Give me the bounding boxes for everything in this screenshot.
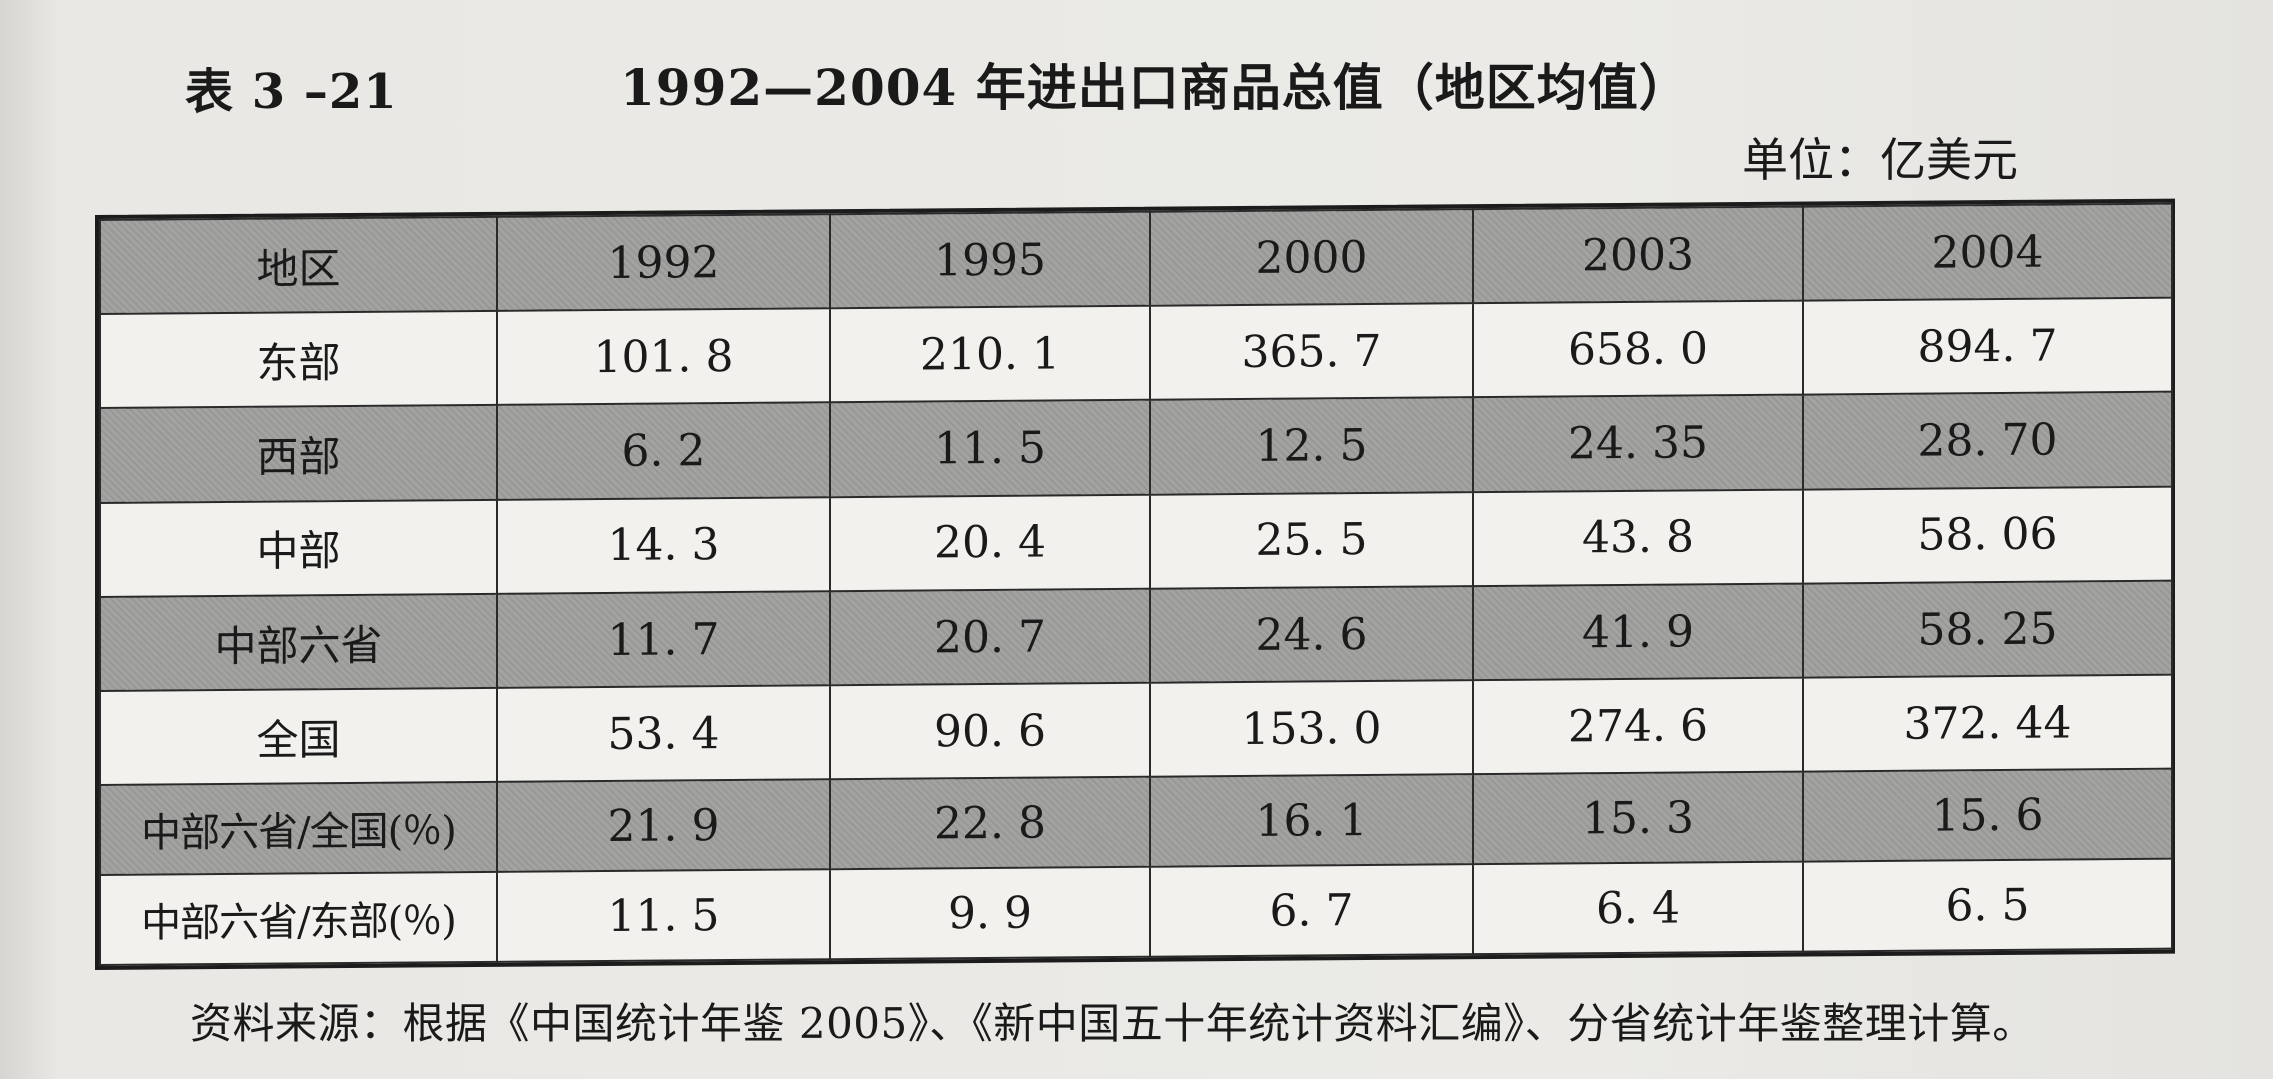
table-row: 西部 6. 2 11. 5 12. 5 24. 35 28. 70 [100,392,2172,503]
table-number: 表 3 –21 [185,64,398,120]
header-cell-2003: 2003 [1473,206,1803,304]
table-cell: 101. 8 [497,308,830,406]
table-cell: 16. 1 [1150,774,1473,867]
header-cell-1995: 1995 [830,211,1150,309]
table-cell: 6. 2 [497,402,830,500]
table-cell: 12. 5 [1150,397,1473,495]
data-table: 地区 1992 1995 2000 2003 2004 东部 101. 8 21… [99,203,2173,966]
table-cell: 6. 5 [1803,858,2172,952]
header-cell-2004: 2004 [1803,203,2172,301]
table-cell: 15. 3 [1473,771,1803,865]
table-cell: 21. 9 [497,779,830,872]
table-cell: 24. 6 [1150,586,1473,683]
table-title: 1992—2004 年进出口商品总值（地区均值） [620,58,1690,117]
row-label: 中部六省 [100,593,497,692]
table-row: 中部六省/全国(％) 21. 9 22. 8 16. 1 15. 3 15. 6 [100,769,2172,876]
row-label: 全国 [100,688,497,786]
table-cell: 28. 70 [1803,392,2172,490]
table-cell: 6. 4 [1473,861,1803,955]
table-cell: 41. 9 [1473,583,1803,681]
table-cell: 9. 9 [830,866,1150,960]
table-cell: 6. 7 [1150,864,1473,957]
table-cell: 53. 4 [497,685,830,783]
header-cell-1992: 1992 [497,214,830,312]
row-label: 东部 [100,311,497,409]
row-label: 西部 [100,405,497,503]
source-note: 资料来源：根据《中国统计年鉴 2005》、《新中国五十年统计资料汇编》、分省统计… [190,999,2035,1048]
table-cell: 58. 06 [1803,486,2172,584]
table-cell: 20. 7 [830,588,1150,686]
table-cell: 153. 0 [1150,680,1473,778]
table-cell: 22. 8 [830,777,1150,870]
table-cell: 20. 4 [830,494,1150,592]
table-cell: 25. 5 [1150,491,1473,589]
table-cell: 14. 3 [497,496,830,594]
table-cell: 58. 25 [1803,580,2172,678]
table-row: 东部 101. 8 210. 1 365. 7 658. 0 894. 7 [100,297,2172,409]
table-row: 中部六省/东部(％) 11. 5 9. 9 6. 7 6. 4 6. 5 [100,858,2172,965]
table-cell: 90. 6 [830,682,1150,780]
table-row: 中部 14. 3 20. 4 25. 5 43. 8 58. 06 [100,486,2172,597]
unit-label: 单位：亿美元 [1742,133,2018,187]
table-cell: 372. 44 [1803,674,2172,772]
table-row: 全国 53. 4 90. 6 153. 0 274. 6 372. 44 [100,674,2172,786]
table-cell: 210. 1 [830,305,1150,403]
table-cell: 15. 6 [1803,769,2172,862]
row-label: 中部 [100,499,497,597]
table-cell: 658. 0 [1473,300,1803,398]
table-cell: 274. 6 [1473,677,1803,775]
data-table-frame: 地区 1992 1995 2000 2003 2004 东部 101. 8 21… [95,198,2175,970]
header-cell-region: 地区 [100,216,497,315]
table-cell: 43. 8 [1473,489,1803,587]
table-header-row: 地区 1992 1995 2000 2003 2004 [100,203,2172,315]
table-cell: 11. 5 [497,869,830,962]
table-cell: 11. 5 [830,400,1150,497]
table-cell: 365. 7 [1150,303,1473,401]
table-cell: 894. 7 [1803,297,2172,396]
table-cell: 11. 7 [497,591,830,689]
table-cell: 24. 35 [1473,395,1803,492]
row-label: 中部六省/东部(％) [100,871,497,965]
table-row: 中部六省 11. 7 20. 7 24. 6 41. 9 58. 25 [100,580,2172,692]
row-label: 中部六省/全国(％) [100,782,497,876]
header-cell-2000: 2000 [1150,209,1473,306]
